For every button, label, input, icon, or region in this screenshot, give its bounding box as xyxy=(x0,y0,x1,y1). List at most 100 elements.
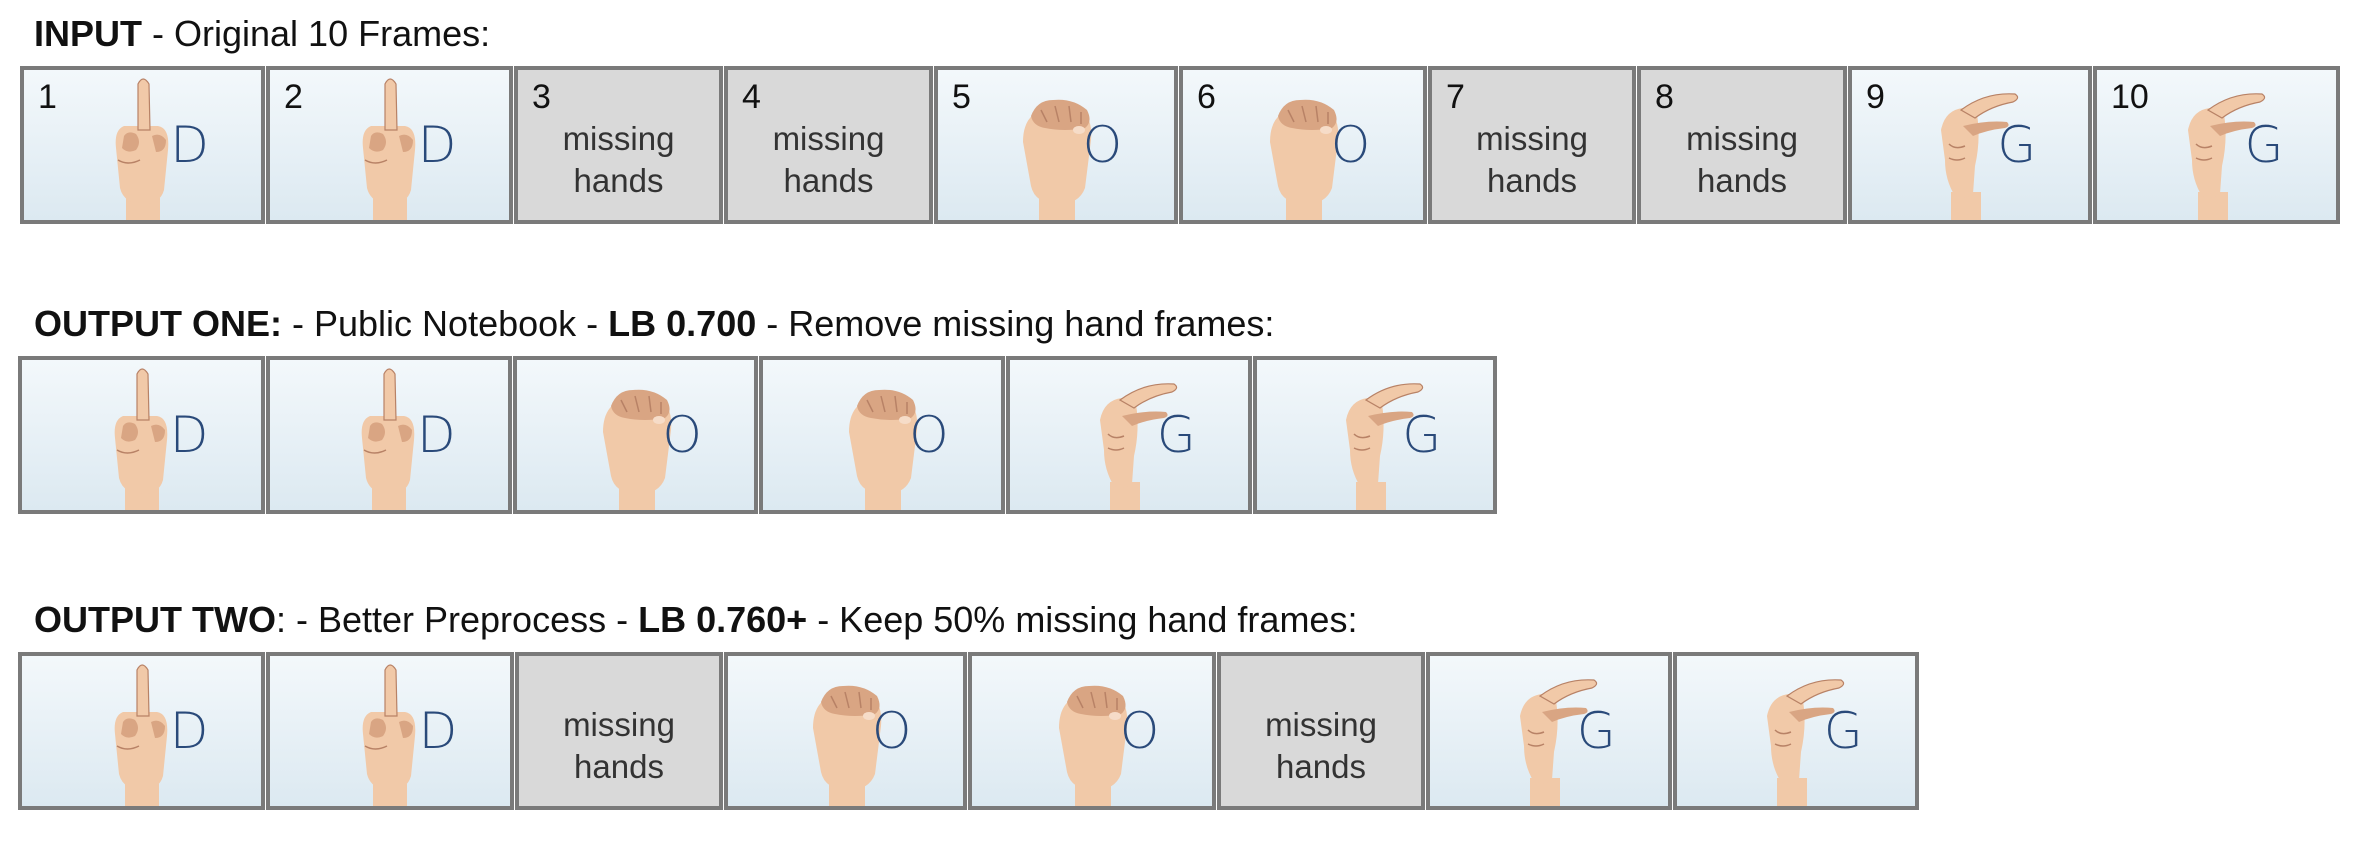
sign-letter: O xyxy=(1119,702,1160,760)
hand-sign-d-icon xyxy=(114,664,167,806)
frame-number: 8 xyxy=(1655,78,1674,116)
missing-hands-label-line: hands xyxy=(1487,162,1577,199)
frame-number: 6 xyxy=(1197,78,1216,116)
frame-number: 5 xyxy=(952,78,971,116)
hand-sign-o-icon xyxy=(1059,685,1128,806)
output-two-title-text: : - Better Preprocess - xyxy=(275,599,639,640)
hand-frame: O xyxy=(759,356,1005,514)
sign-letter: D xyxy=(418,702,458,760)
hand-sign-d-icon xyxy=(362,78,415,220)
missing-hands-label: missing hands xyxy=(1221,704,1421,788)
hand-sign-o-icon xyxy=(1270,99,1339,220)
hand-frame: O xyxy=(968,652,1216,810)
missing-hands-label-line: hands xyxy=(574,748,664,785)
sign-letter: G xyxy=(1156,406,1196,464)
hand-frame: D xyxy=(18,356,265,514)
missing-hands-label-line: hands xyxy=(573,162,664,199)
sign-letter: G xyxy=(1576,702,1616,760)
missing-hands-frame: missing hands xyxy=(1217,652,1425,810)
missing-hands-label-line: missing xyxy=(772,120,885,157)
hand-frame: G xyxy=(1253,356,1497,514)
missing-hands-label-line: missing xyxy=(563,706,675,743)
input-row-title-text: - Original 10 Frames: xyxy=(142,13,491,54)
frame-number: 4 xyxy=(742,78,761,116)
hand-sign-g-icon xyxy=(1346,383,1424,510)
missing-hands-label: missing hands xyxy=(519,704,719,788)
hand-sign-g-icon xyxy=(1100,383,1178,510)
hand-frame: D xyxy=(266,356,512,514)
hand-sign-d-icon xyxy=(114,368,167,510)
frame-number: 9 xyxy=(1866,78,1885,116)
sign-letter: O xyxy=(662,406,702,464)
hand-sign-d-icon xyxy=(362,664,416,806)
missing-hands-label-line: missing xyxy=(1265,706,1377,743)
hand-sign-o-icon xyxy=(849,389,918,510)
missing-hands-label-line: hands xyxy=(1697,162,1787,199)
frame-number: 2 xyxy=(284,78,303,116)
hand-sign-g-icon xyxy=(1520,679,1598,806)
output-one-title-suffix: - Remove missing hand frames: xyxy=(756,303,1275,344)
sign-letter: D xyxy=(169,702,209,760)
output-one-title: OUTPUT ONE: - Public Notebook - LB 0.700… xyxy=(34,306,1274,342)
hand-sign-g-icon xyxy=(2187,93,2265,220)
missing-hands-label: missing hands xyxy=(518,118,719,202)
output-two-lb-score: LB 0.760+ xyxy=(638,599,808,640)
sign-letter: G xyxy=(1402,406,1442,464)
output-two-title-suffix: - Keep 50% missing hand frames: xyxy=(807,599,1358,640)
frame-number: 10 xyxy=(2111,78,2149,116)
missing-hands-label-line: missing xyxy=(1686,120,1798,157)
frame-number: 1 xyxy=(38,78,57,116)
hand-sign-o-icon xyxy=(1023,99,1092,220)
hand-sign-o-icon xyxy=(812,685,881,806)
input-row-title: INPUT - Original 10 Frames: xyxy=(34,16,490,52)
sign-letter: D xyxy=(417,406,456,464)
output-two-title-bold: OUTPUT TWO xyxy=(34,599,276,640)
output-two-title: OUTPUT TWO: - Better Preprocess - LB 0.7… xyxy=(34,602,1357,638)
sign-letter: G xyxy=(1823,702,1863,760)
hand-frame: G xyxy=(1006,356,1252,514)
frame-number: 3 xyxy=(532,78,551,116)
hand-sign-g-icon xyxy=(1767,679,1845,806)
sign-letter: O xyxy=(909,406,949,464)
input-row-title-bold: INPUT xyxy=(34,13,142,54)
missing-hands-label-line: hands xyxy=(1276,748,1366,785)
missing-hands-label-line: missing xyxy=(1476,120,1588,157)
missing-hands-frame: 8 missing hands xyxy=(1637,66,1847,224)
missing-hands-frame: missing hands xyxy=(515,652,723,810)
output-one-title-text: - Public Notebook - xyxy=(282,303,609,344)
sign-letter: D xyxy=(169,406,209,464)
output-one-lb-score: LB 0.700 xyxy=(608,303,757,344)
hand-frame: D xyxy=(18,652,265,810)
output-one-title-bold: OUTPUT ONE: xyxy=(34,303,282,344)
sign-letter: G xyxy=(1997,116,2037,174)
missing-hands-frame: 4 missing hands xyxy=(724,66,933,224)
hand-frame: O xyxy=(724,652,967,810)
sign-letter: D xyxy=(417,116,457,174)
hand-frame: G xyxy=(1426,652,1672,810)
hand-sign-d-icon xyxy=(361,368,415,510)
hand-frame: 10 G xyxy=(2093,66,2340,224)
missing-hands-label-line: missing xyxy=(562,120,675,157)
sign-letter: O xyxy=(1082,116,1123,174)
missing-hands-label: missing hands xyxy=(728,118,929,202)
missing-hands-frame: 7 missing hands xyxy=(1428,66,1636,224)
missing-hands-label-line: hands xyxy=(783,162,874,199)
frame-number: 7 xyxy=(1446,78,1465,116)
sign-letter: O xyxy=(871,702,912,760)
sign-letter: O xyxy=(1330,116,1371,174)
hand-sign-d-icon xyxy=(115,78,168,220)
missing-hands-label: missing hands xyxy=(1641,118,1843,202)
hand-frame: D xyxy=(266,652,514,810)
missing-hands-label: missing hands xyxy=(1432,118,1632,202)
sign-letter: D xyxy=(170,116,209,174)
hand-frame: G xyxy=(1673,652,1919,810)
hand-sign-g-icon xyxy=(1941,93,2019,220)
hand-sign-o-icon xyxy=(602,389,671,510)
hand-frame: O xyxy=(513,356,758,514)
sign-letter: G xyxy=(2244,116,2284,174)
